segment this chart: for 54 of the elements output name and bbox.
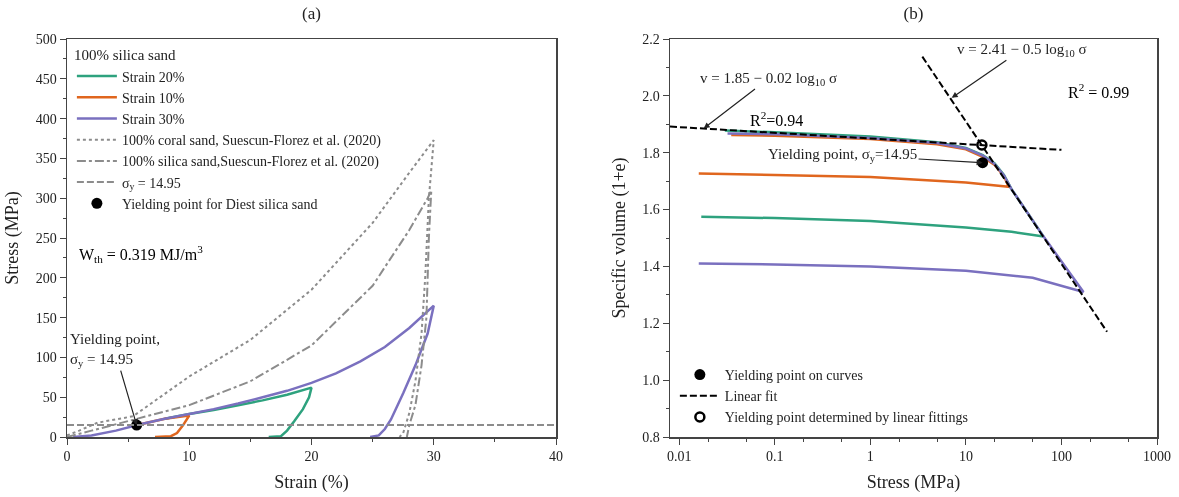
annotation: Yielding point, σ$_{y}$ = 14.95 [70, 331, 160, 369]
x-axis-title: Stress (MPa) [866, 472, 961, 494]
x-tick-label: 20 [304, 449, 319, 465]
x-tick-label: 0.01 [667, 449, 692, 465]
y-tick-label: 1.6 [642, 202, 660, 218]
annotation: Yielding point, σ$_{y}$=14.95 [768, 146, 918, 165]
annotation: R$^{2}$ = 0.99 [1068, 81, 1130, 101]
chart-title: (a) [302, 4, 321, 24]
annotation: v = 1.85 − 0.02 log$_{10}$ σ [700, 70, 838, 89]
y-tick-label: 400 [35, 111, 57, 127]
legend-label: Yielding point for Diest silica sand [121, 196, 318, 212]
x-tick-label: 10 [182, 449, 197, 465]
x-tick-label: 0.1 [766, 449, 784, 465]
x-tick-label: 0 [63, 449, 71, 465]
legend-label: Strain 30% [121, 111, 185, 127]
y-tick-label: 50 [42, 390, 57, 406]
y-tick-label: 1.0 [642, 373, 660, 389]
annotation: W$_{th}$ = 0.319 MJ/m$^{3}$ [79, 243, 204, 266]
y-tick-label: 0.8 [642, 429, 660, 445]
legend-label: Linear fit [724, 389, 778, 405]
x-axis-title: Strain (%) [274, 472, 349, 494]
y-tick-label: 300 [35, 191, 57, 207]
legend-label: Strain 10% [121, 90, 185, 106]
annotation: R$^{2}$=0.94 [750, 109, 804, 129]
annotation: v = 2.41 − 0.5 log$_{10}$ σ [957, 41, 1087, 60]
y-tick-label: 100 [35, 350, 57, 366]
y-tick-label: 1.2 [642, 316, 660, 332]
y-axis-title: Specific volume (1+e) [608, 157, 630, 319]
legend-label: 100% silica sand,Suescun-Florez et al. (2020) [121, 154, 380, 171]
y-tick-label: 1.4 [642, 259, 660, 275]
legend-label: Yielding point on curves [724, 368, 863, 384]
y-tick-label: 200 [35, 270, 57, 286]
x-tick-label: 40 [549, 449, 563, 465]
y-tick-label: 450 [35, 71, 57, 87]
y-tick-label: 350 [35, 151, 57, 167]
y-axis-title: Stress (MPa) [2, 191, 24, 285]
legend-label: σ$_{y}$ = 14.95 [121, 175, 181, 193]
legend-title: 100% silica sand [73, 47, 177, 64]
x-tick-label: 30 [426, 449, 441, 465]
y-tick-label: 2.2 [642, 31, 660, 47]
y-tick-label: 250 [35, 230, 57, 246]
x-tick-label: 1 [866, 449, 874, 465]
chart-title: (b) [903, 4, 924, 24]
legend-label: Yielding point determined by linear fittings [724, 410, 968, 426]
x-tick-label: 1000 [1143, 449, 1171, 465]
legend-label: 100% coral sand, Suescun-Florez et al. (2020) [121, 133, 382, 150]
y-tick-label: 2.0 [642, 88, 660, 104]
legend-label: Strain 20% [121, 69, 185, 85]
y-tick-label: 500 [35, 31, 57, 47]
y-tick-label: 150 [35, 310, 57, 326]
y-tick-label: 0 [49, 429, 57, 445]
y-tick-label: 1.8 [642, 145, 660, 161]
x-tick-label: 10 [958, 449, 973, 465]
x-tick-label: 100 [1050, 449, 1072, 465]
